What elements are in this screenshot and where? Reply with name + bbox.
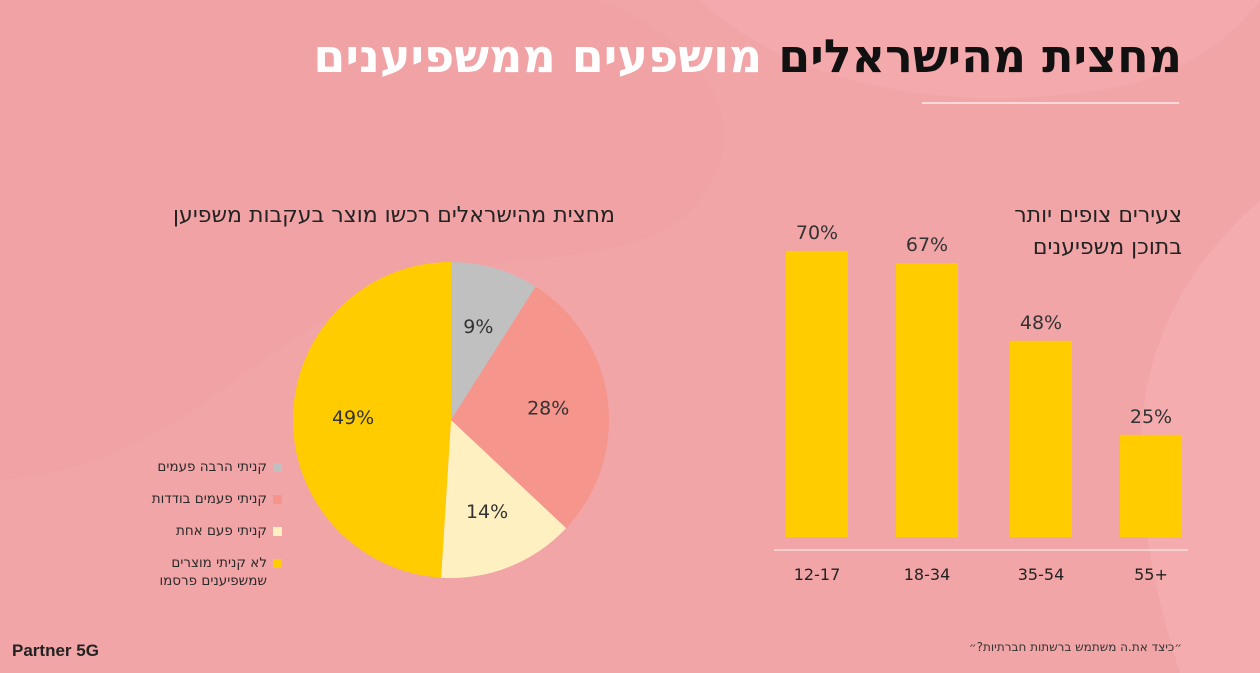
pie-legend: קניתי הרבה פעמים קניתי פעמים בודדות קנית…: [112, 458, 282, 604]
legend-swatch: [273, 559, 282, 568]
bar-chart-title-line: בתוכן משפיענים: [1032, 235, 1182, 260]
legend-label: קניתי הרבה פעמים: [157, 459, 267, 475]
pie-value-label: 14%: [466, 501, 508, 523]
footnote: ״כיצד את.ה משתמש ברשתות חברתיות?״: [968, 640, 1182, 654]
legend-item: לא קניתי מוצרים שמשפיענים פרסמו: [112, 554, 282, 590]
bar: [1010, 340, 1072, 537]
pie-slice: [451, 262, 536, 420]
title-rest: מושפעים ממשפיענים: [313, 29, 779, 83]
legend-swatch: [273, 495, 282, 504]
title-divider: [922, 102, 1179, 104]
bar: [786, 250, 848, 537]
bar-chart-title: צעירים צופים יותר בתוכן משפיענים: [852, 200, 1182, 264]
pie-slice: [441, 420, 567, 578]
bar-category-label: 35-54: [1018, 565, 1065, 584]
pie-value-label: 9%: [463, 316, 493, 338]
pie-chart-title: מחצית מהישראלים רכשו מוצר בעקבות משפיען: [173, 203, 615, 228]
page-title: מחצית מהישראלים מושפעים ממשפיענים: [82, 28, 1182, 84]
bar-category-label: 12-17: [794, 565, 841, 584]
legend-swatch: [273, 527, 282, 536]
pie-value-label: 49%: [332, 407, 374, 429]
bar: [1120, 434, 1182, 537]
legend-item: קניתי פעם אחת: [112, 522, 282, 540]
bar: [896, 263, 958, 537]
legend-label: לא קניתי מוצרים שמשפיענים פרסמו: [159, 555, 267, 589]
pie-slice: [292, 262, 451, 578]
partner-logo: Partner 5G: [12, 641, 99, 660]
legend-swatch: [273, 463, 282, 472]
title-highlight: מחצית מהישראלים: [778, 29, 1182, 83]
bar-category-label: 55+: [1134, 565, 1168, 584]
pie-value-label: 28%: [527, 398, 569, 420]
bar-value-label: 48%: [1020, 312, 1062, 334]
legend-label: קניתי פעם אחת: [175, 523, 267, 539]
bar-chart-title-line: צעירים צופים יותר: [1014, 203, 1182, 228]
bar-value-label: 67%: [906, 234, 948, 256]
pie-slice: [451, 286, 610, 529]
legend-item: קניתי פעמים בודדות: [112, 490, 282, 508]
legend-item: קניתי הרבה פעמים: [112, 458, 282, 476]
legend-label: קניתי פעמים בודדות: [151, 491, 267, 507]
bar-category-label: 18-34: [904, 565, 951, 584]
bar-value-label: 25%: [1130, 406, 1172, 428]
bar-value-label: 70%: [796, 222, 838, 244]
